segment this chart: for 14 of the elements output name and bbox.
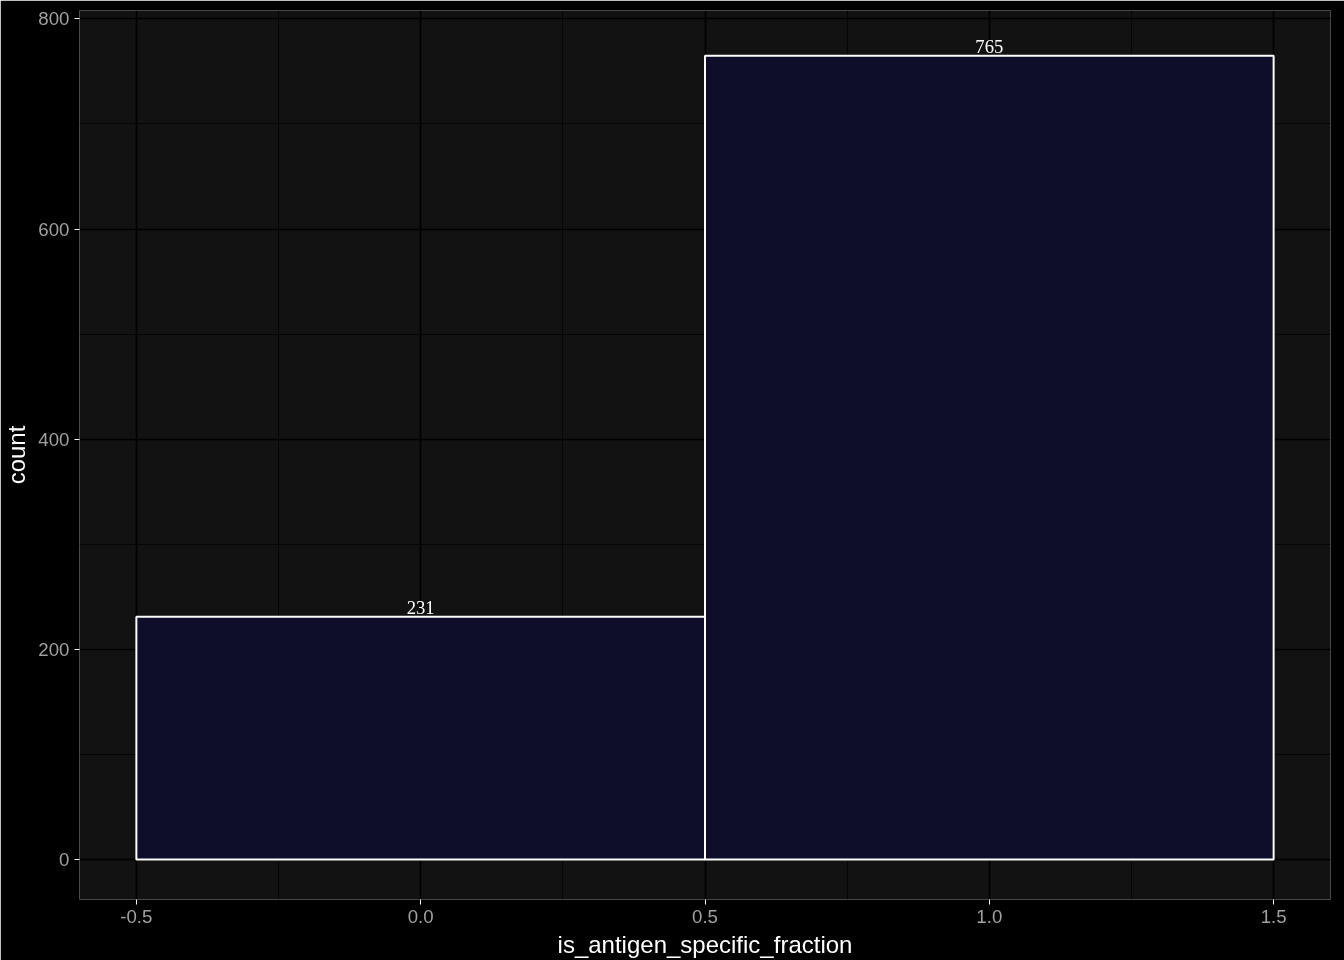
y-tick-label: 0	[59, 849, 70, 871]
y-axis-title: count	[3, 425, 31, 485]
y-tick-label: 200	[38, 638, 70, 660]
data-label: 231	[406, 596, 435, 618]
y-tick-label: 600	[38, 218, 70, 240]
x-tick-label: 0.0	[407, 905, 434, 927]
x-tick-label: 1.0	[976, 905, 1003, 927]
x-tick-label: 0.5	[692, 905, 718, 927]
x-tick-label: -0.5	[120, 905, 153, 927]
y-tick-label: 800	[38, 8, 70, 30]
data-label: 765	[975, 35, 1004, 57]
x-axis-title: is_antigen_specific_fraction	[557, 930, 853, 958]
y-tick-label: 400	[38, 428, 70, 450]
x-tick-label: 1.5	[1260, 905, 1287, 927]
